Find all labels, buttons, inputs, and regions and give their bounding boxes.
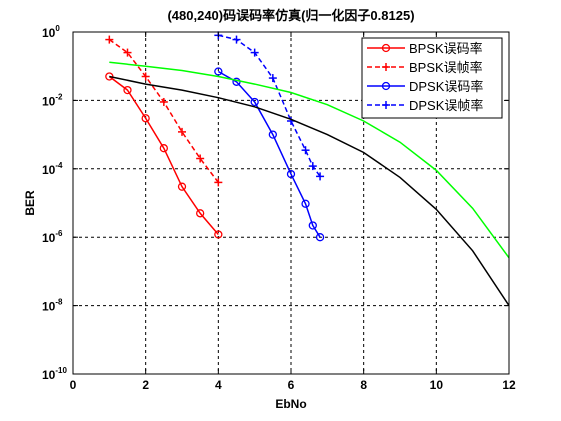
series-3-point [286, 169, 296, 179]
series-6-line [109, 75, 510, 307]
series-2-point [105, 35, 114, 44]
series-2-point [214, 178, 223, 187]
tick-layer: 0 2 4 6 8 10 12 10-10 10-8 10-6 10-4 10-2 100 [42, 24, 516, 392]
legend-marker-point [381, 43, 391, 53]
y-tick-label: 10-8 [42, 298, 63, 314]
x-tick-label: 0 [70, 378, 77, 392]
series-3-point [232, 77, 241, 86]
y-axis-label: BER [23, 190, 37, 216]
legend-marker-point [382, 63, 390, 71]
y-tick-label: 100 [42, 24, 60, 40]
series-layer [105, 31, 510, 307]
legend-label: DPSK误帧率 [409, 98, 483, 113]
series-3-point [315, 233, 325, 242]
x-tick-label: 12 [502, 378, 516, 392]
x-tick-label: 4 [215, 378, 222, 392]
legend-label: DPSK误码率 [409, 79, 483, 94]
series-3-point [301, 199, 310, 208]
series-1-point [214, 230, 223, 239]
series-3-point [268, 130, 277, 139]
legend-label: BPSK误码率 [409, 41, 483, 56]
series-1-point [177, 182, 187, 191]
series-1-point [196, 209, 205, 218]
series-2-point [141, 72, 150, 81]
series-3-point [250, 97, 259, 107]
series-1-point [141, 114, 150, 123]
x-tick-label: 8 [360, 378, 367, 392]
series-2-point [123, 48, 132, 57]
legend: BPSK误码率 BPSK误帧率 DPSK误码率 DPSK误帧率 [361, 37, 503, 119]
series-2-point [196, 154, 205, 163]
y-tick-label: 10-2 [42, 92, 63, 108]
x-tick-label: 2 [142, 378, 149, 392]
legend-label: BPSK误帧率 [409, 60, 483, 75]
series-3-point [214, 67, 223, 76]
y-tick-label: 10-6 [42, 229, 63, 245]
series-2-point [159, 97, 168, 106]
y-tick-label: 10-4 [42, 161, 63, 177]
series-4-point [301, 146, 310, 155]
x-tick-label: 6 [288, 378, 295, 392]
series-4-point [250, 48, 259, 57]
series-4-point [232, 35, 241, 44]
series-1-point [159, 144, 168, 153]
series-5-line [109, 61, 510, 259]
x-tick-label: 10 [430, 378, 444, 392]
x-axis-label: EbNo [275, 397, 306, 411]
series-1-point [123, 85, 132, 95]
series-4-point [316, 172, 325, 181]
series-4-point [268, 74, 277, 83]
series-3-point [308, 221, 317, 230]
y-tick-label: 10-10 [42, 366, 67, 382]
series-4-point [308, 162, 317, 171]
chart-title: (480,240)码误码率仿真(归一化因子0.8125) [167, 8, 414, 23]
series-1-line [108, 75, 219, 235]
legend-marker-point [381, 81, 391, 91]
series-2-point [178, 127, 186, 136]
legend-marker-point [382, 101, 390, 109]
